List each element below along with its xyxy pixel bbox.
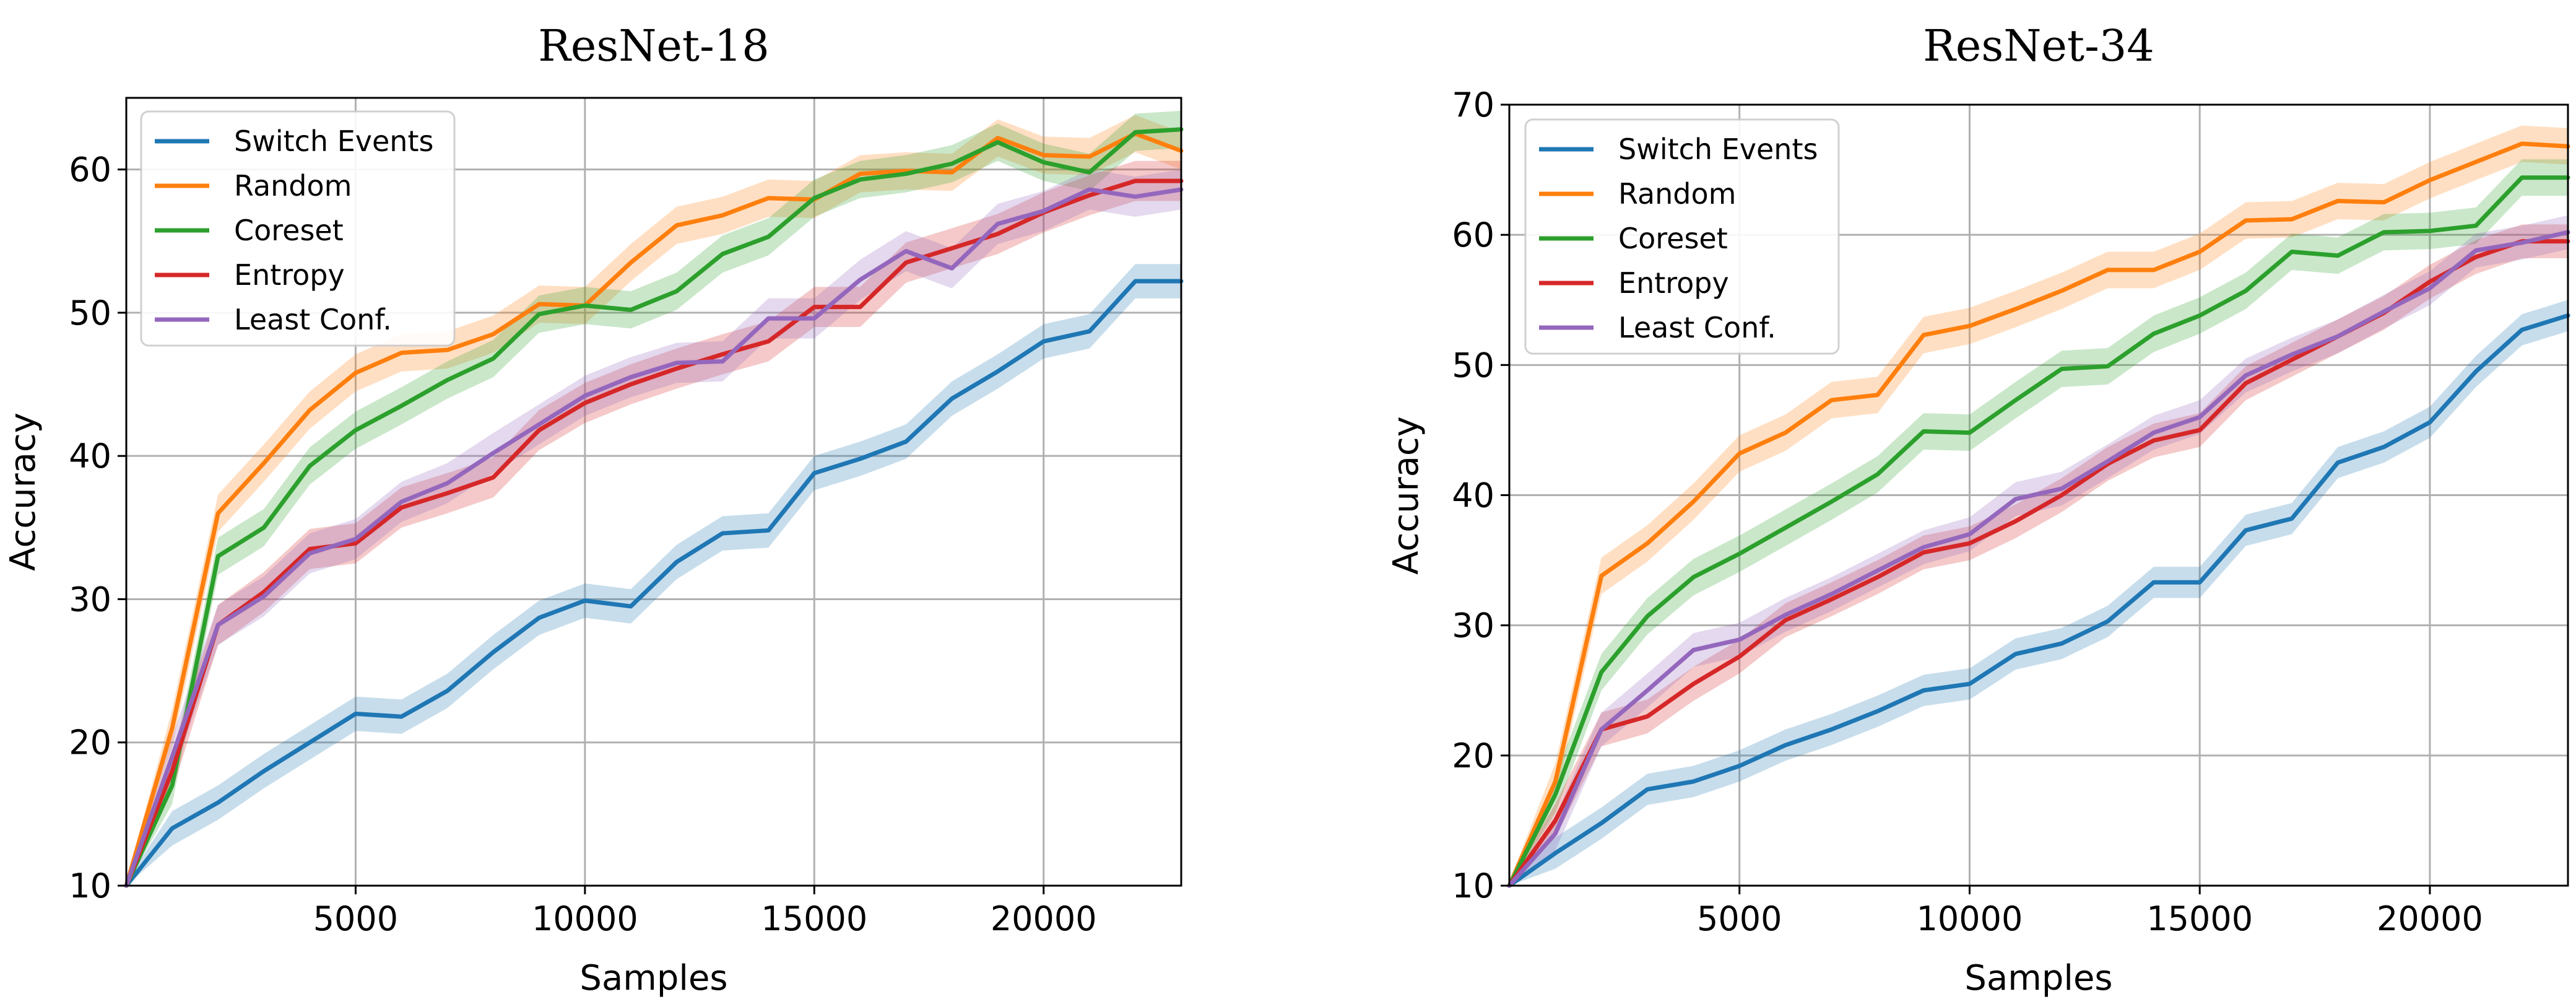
confidence-bands [126, 110, 1181, 886]
legend-label: Entropy [234, 258, 345, 292]
series-line [1507, 141, 2570, 888]
legend-label: Random [234, 169, 352, 203]
y-tick-label: 40 [69, 437, 111, 476]
confidence-band [126, 169, 1181, 886]
x-tick-label: 10000 [532, 899, 638, 938]
confidence-bands [1509, 125, 2568, 886]
x-ticks: 5000 10000 15000 20000 [1697, 886, 2483, 938]
series-line [1507, 230, 2570, 888]
chart-resnet-18: ResNet-18 5000 10000 15000 20000 10 20 30 40 50… [3, 20, 1184, 998]
series-lines [1507, 141, 2570, 888]
chart-title: ResNet-18 [538, 20, 770, 71]
legend-label: Least Conf. [234, 303, 392, 336]
legend-frame [1524, 118, 1840, 355]
y-tick-label: 60 [69, 151, 111, 190]
x-tick-label: 5000 [313, 899, 398, 938]
y-ticks: 10 20 30 40 50 60 [69, 151, 126, 905]
y-tick-label: 20 [69, 723, 111, 762]
legend: Switch Events Random Coreset Entropy Least C… [1524, 118, 1840, 355]
series-line [1507, 175, 2570, 888]
y-tick-label: 60 [1452, 216, 1494, 255]
y-tick-label: 30 [1452, 606, 1494, 645]
y-tick-label: 70 [1452, 85, 1494, 124]
confidence-band [1509, 300, 2568, 886]
confidence-band [126, 264, 1181, 886]
x-tick-label: 20000 [2377, 899, 2483, 938]
x-axis-label: Samples [1964, 958, 2112, 998]
chart-title: ResNet-34 [1923, 20, 2154, 71]
y-tick-label: 10 [1452, 866, 1494, 905]
series-line [124, 127, 1184, 888]
y-ticks: 10 20 30 40 50 60 70 [1452, 85, 1509, 905]
x-tick-label: 15000 [761, 899, 867, 938]
y-tick-label: 10 [69, 866, 111, 905]
series-line [1507, 313, 2570, 888]
y-tick-label: 20 [1452, 736, 1494, 775]
x-tick-label: 15000 [2146, 899, 2253, 938]
x-ticks: 5000 10000 15000 20000 [313, 886, 1097, 938]
series-line [124, 131, 1184, 888]
series-lines [124, 127, 1184, 888]
chart-resnet-34: ResNet-34 5000 10000 15000 20000 10 20 30 40 50… [1386, 20, 2570, 998]
y-tick-label: 30 [69, 580, 111, 619]
legend-label: Coreset [1618, 222, 1728, 255]
x-tick-label: 20000 [991, 899, 1097, 938]
series-line [124, 187, 1184, 888]
legend-label: Entropy [1618, 266, 1729, 300]
legend: Switch Events Random Coreset Entropy Least C… [140, 110, 456, 347]
confidence-band [1509, 159, 2568, 886]
legend-label: Switch Events [1618, 133, 1818, 166]
x-tick-label: 10000 [1917, 899, 2023, 938]
y-axis-label: Accuracy [1386, 416, 1426, 575]
legend-label: Random [1618, 177, 1736, 211]
x-tick-label: 5000 [1697, 899, 1782, 938]
x-axis-label: Samples [579, 958, 727, 998]
legend-label: Coreset [234, 214, 344, 247]
y-tick-label: 50 [1452, 346, 1494, 385]
y-tick-label: 50 [69, 294, 111, 333]
legend-label: Switch Events [234, 124, 433, 158]
legend-frame [140, 110, 456, 347]
y-tick-label: 40 [1452, 476, 1494, 515]
plot-frame [125, 97, 1182, 887]
y-axis-label: Accuracy [3, 412, 43, 571]
series-line [124, 279, 1184, 888]
series-line [124, 178, 1184, 888]
legend-label: Least Conf. [1618, 311, 1776, 344]
